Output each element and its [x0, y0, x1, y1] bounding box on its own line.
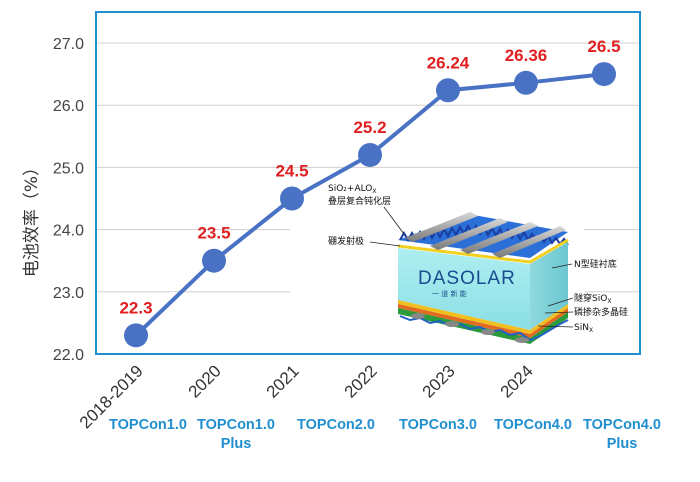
leader-poly [544, 311, 574, 314]
leader-passivation [383, 206, 405, 235]
data-label: 26.36 [505, 46, 548, 65]
generation-label-line: TOPCon1.0 [197, 417, 275, 433]
metal-finger-2 [430, 218, 508, 250]
passivation-label-line2: 叠层复合钝化层 [328, 195, 391, 207]
data-label: 26.5 [587, 37, 620, 56]
data-label: 24.5 [275, 162, 308, 181]
generation-label-line: Plus [220, 436, 252, 452]
y-tick-label: 22.0 [53, 347, 84, 364]
emitter-label: 硼发射极 [328, 235, 364, 247]
poly-label: 磷掺杂多晶硅 [574, 306, 628, 318]
generation-label: TOPCon1.0 Plus [181, 416, 291, 454]
y-axis-label: 电池效率（%） [22, 159, 42, 277]
substrate-front-face [398, 248, 530, 330]
metal-finger-1 [405, 212, 478, 242]
data-point [436, 78, 460, 103]
x-tick-label: 2020 [185, 361, 225, 401]
x-tick-label: 2022 [341, 361, 381, 401]
generation-label: TOPCon1.0 [93, 416, 203, 435]
data-point [202, 248, 226, 273]
generation-label: TOPCon4.0 [478, 416, 588, 435]
rear-contact-2 [445, 321, 459, 327]
rear-contact-1 [411, 313, 425, 319]
tunnel-label: 隧穿SiOX [574, 292, 611, 305]
generation-label-line: TOPCon4.0 [583, 417, 661, 433]
x-tick-label: 2024 [497, 361, 537, 401]
metal-finger-4 [492, 226, 566, 258]
y-tick-label: 25.0 [53, 160, 84, 177]
brand-logo: DASOLAR [418, 268, 516, 289]
x-tick-label: 2023 [419, 361, 459, 401]
substrate-side-face [530, 242, 568, 330]
data-point [358, 142, 382, 167]
y-tick-label: 23.0 [53, 285, 84, 302]
data-labels: 22.3 23.5 24.5 25.2 26.24 26.36 26.5 [119, 37, 620, 317]
data-point [592, 62, 616, 87]
data-label: 25.2 [353, 118, 386, 137]
emitter-layer [397, 238, 569, 264]
sin-label: SiNX [574, 323, 593, 334]
data-point [280, 186, 304, 211]
y-tick-labels: 22.0 23.0 24.0 25.0 26.0 27.0 [53, 36, 84, 364]
substrate-label: N型硅衬底 [574, 258, 617, 270]
data-label: 26.24 [427, 53, 470, 72]
leader-sin [537, 325, 574, 328]
data-label: 23.5 [197, 224, 230, 243]
generation-label: TOPCon3.0 [383, 416, 493, 435]
leader-emitter [369, 241, 401, 247]
passivation-label: SiO₂+ALOX [328, 184, 377, 195]
data-label: 22.3 [119, 298, 152, 317]
leader-substrate [551, 263, 573, 269]
metal-finger-3 [460, 222, 538, 254]
generation-label-line: TOPCon2.0 [297, 417, 375, 433]
generation-label: TOPCon4.0 Plus [567, 416, 677, 454]
generation-label: TOPCon2.0 [281, 416, 391, 435]
x-tick-label: 2021 [263, 361, 303, 401]
series-efficiency [124, 62, 616, 348]
plot-frame [95, 11, 641, 355]
rear-contact-4 [515, 337, 529, 343]
data-point [124, 323, 148, 348]
cell-structure-inset: DASOLAR 一 道 新 能 SiO₂+ALOX 叠层复合钝化层 硼发射极 N… [290, 177, 628, 357]
generation-label-line: Plus [606, 436, 638, 452]
data-point [514, 70, 538, 95]
y-tick-label: 26.0 [53, 98, 84, 115]
generation-label-line: TOPCon3.0 [399, 417, 477, 433]
brand-subtitle: 一 道 新 能 [432, 289, 467, 298]
generation-label-line: TOPCon4.0 [494, 417, 572, 433]
y-tick-label: 27.0 [53, 36, 84, 53]
y-tick-label: 24.0 [53, 223, 84, 240]
rear-contact-3 [481, 329, 495, 335]
generation-label-line: TOPCon1.0 [109, 417, 187, 433]
leader-tunnel [547, 297, 574, 307]
